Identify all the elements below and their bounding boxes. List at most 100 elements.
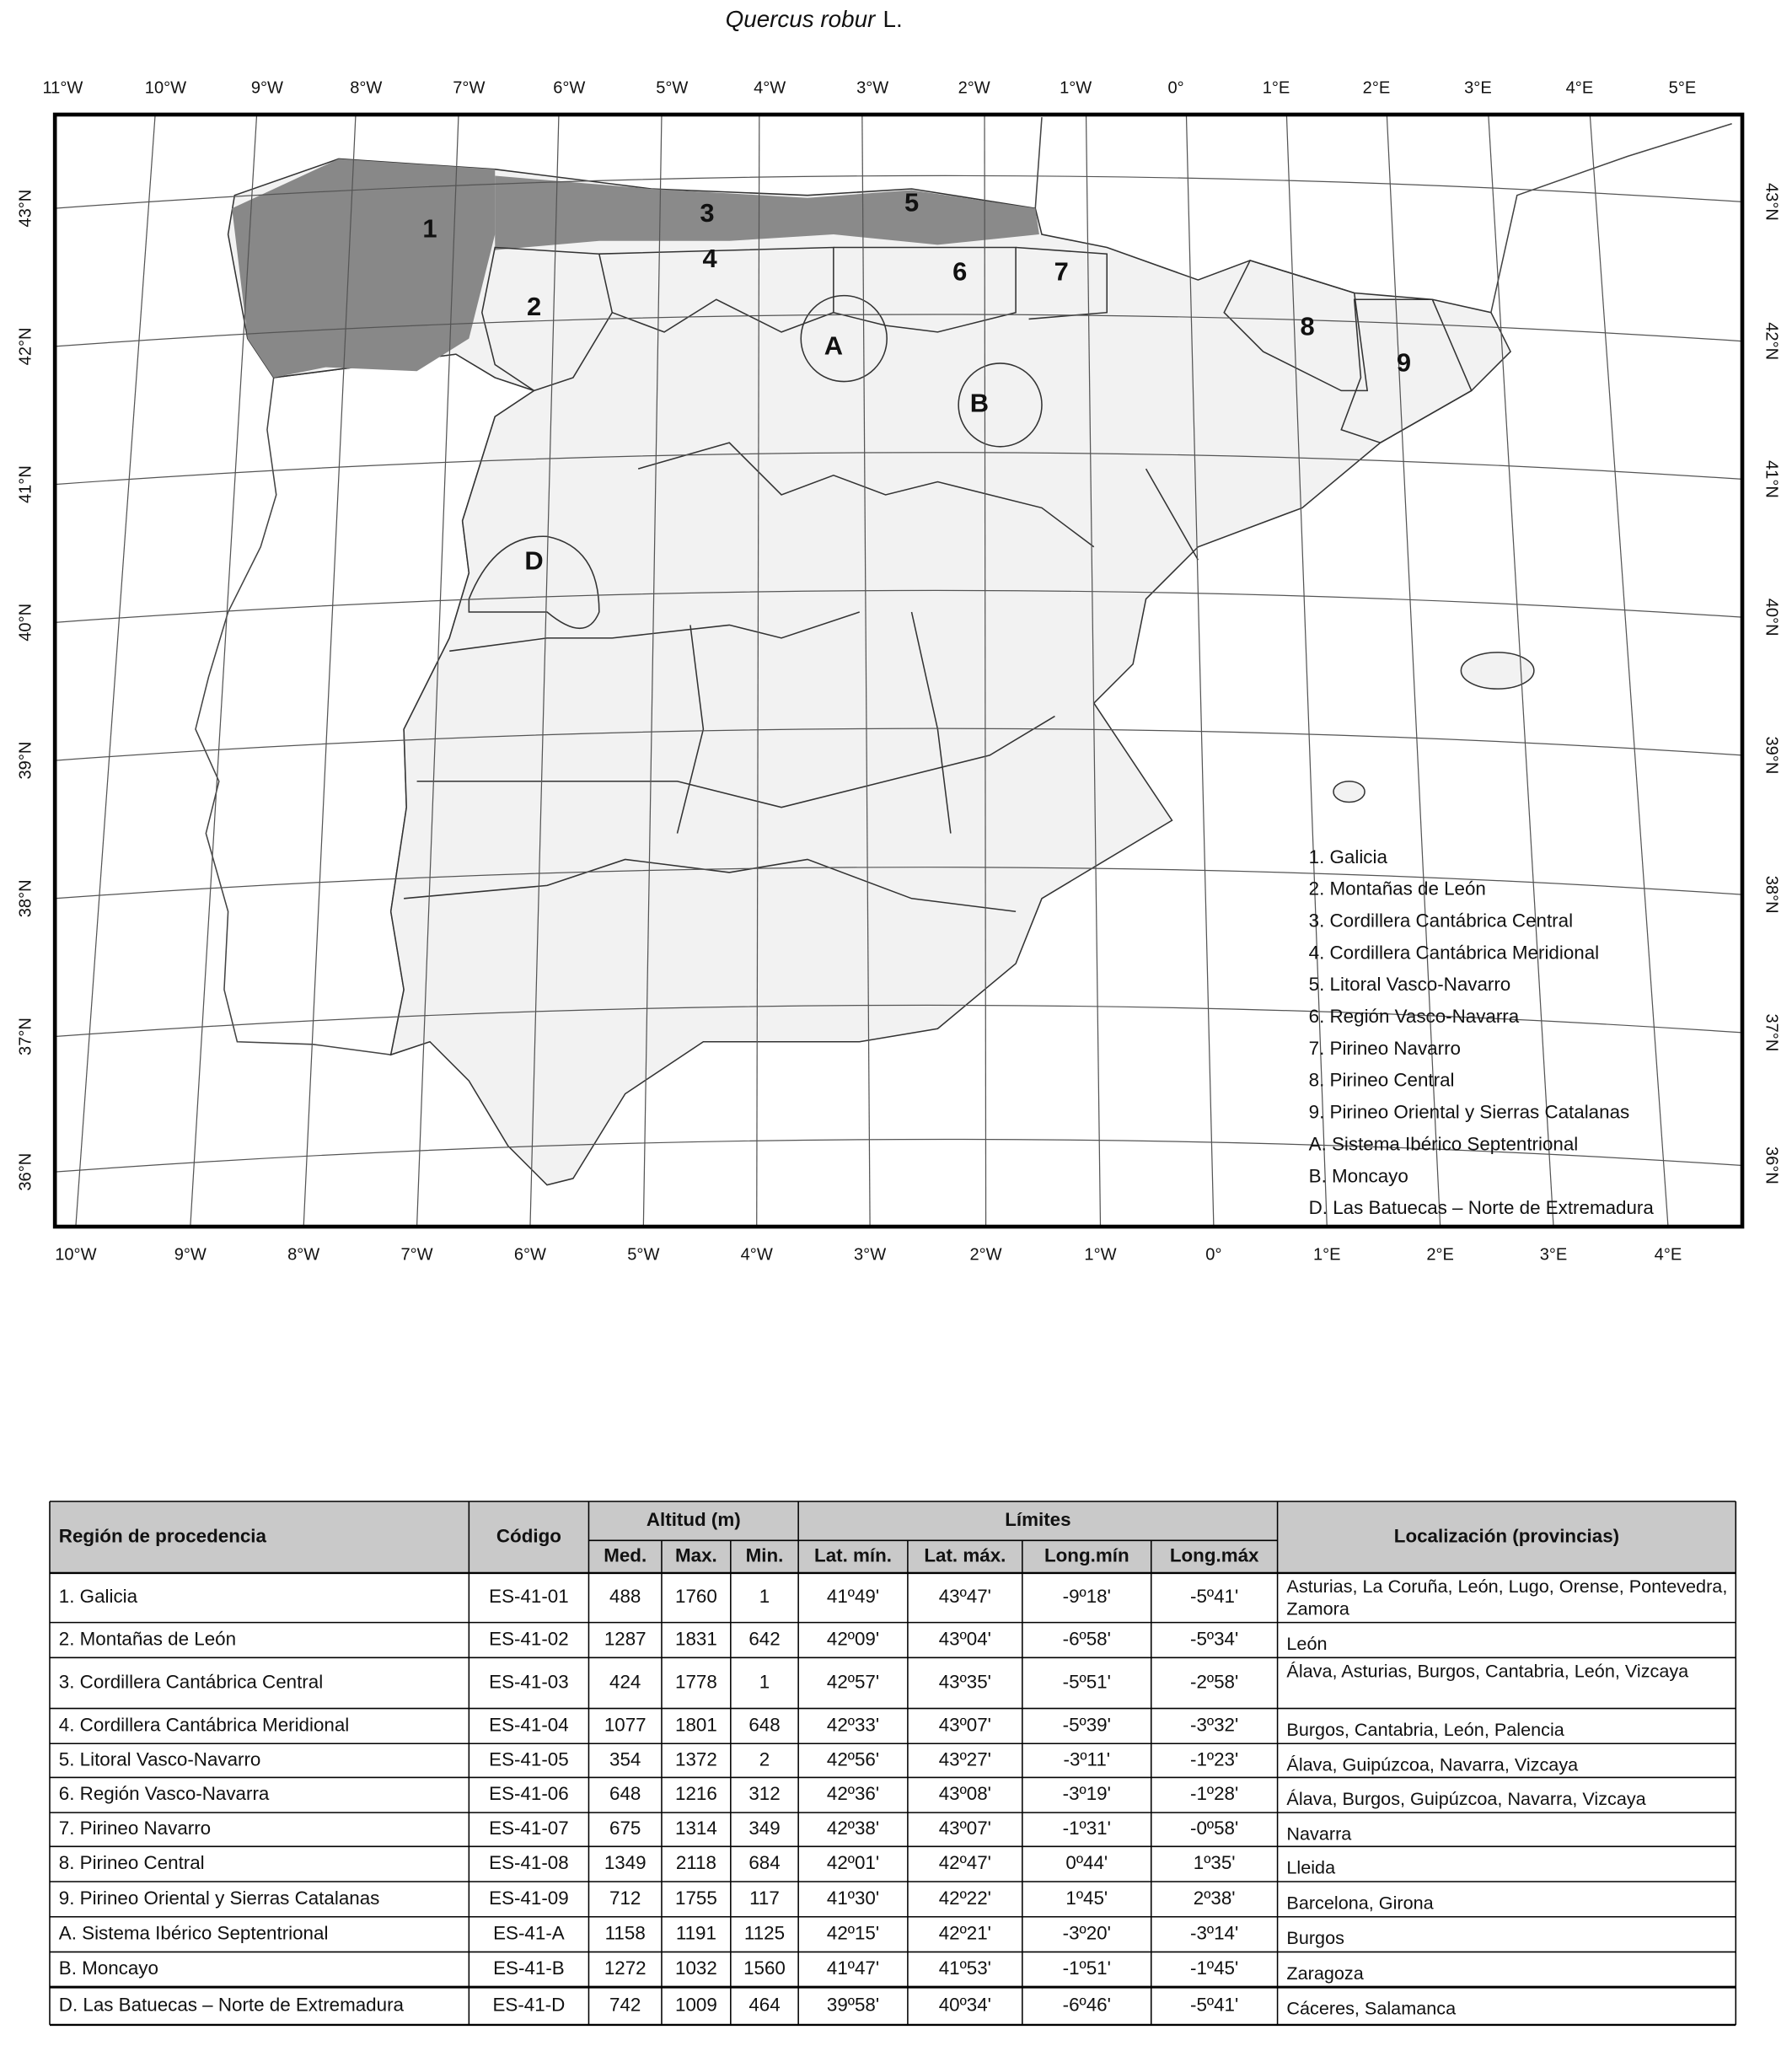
- table-cell: 648: [609, 1783, 641, 1804]
- table-cell: 1349: [604, 1852, 647, 1873]
- parallel: [55, 314, 1743, 347]
- legend-entry: 6. Región Vasco-Navarra: [1309, 1006, 1520, 1027]
- table-cell: -6º46': [1063, 1994, 1111, 2015]
- table-cell: 42º09': [827, 1628, 879, 1649]
- table-cell: 1191: [676, 1922, 716, 1943]
- table-cell: 43º07': [939, 1714, 991, 1735]
- location-text: Barcelona, Girona: [1286, 1892, 1434, 1914]
- table-cell: 6. Región Vasco-Navarra: [59, 1783, 270, 1804]
- table-cell: 1831: [675, 1628, 717, 1649]
- table-cell: 1º45': [1065, 1888, 1108, 1909]
- longitude-label: 0°: [1205, 1245, 1221, 1264]
- table-cell: 1º35': [1194, 1852, 1236, 1873]
- location-cell: Navarra: [1286, 1823, 1352, 1845]
- meridian: [1185, 114, 1215, 1227]
- table-cell: -6º58': [1063, 1628, 1111, 1649]
- table-cell: ES-41-08: [489, 1852, 569, 1873]
- location-text: Zaragoza: [1286, 1962, 1364, 1984]
- table-cell: ES-41-02: [489, 1628, 569, 1649]
- longitude-label: 5°W: [627, 1245, 659, 1264]
- table-cell: 3. Cordillera Cantábrica Central: [59, 1671, 323, 1692]
- table-header: Límites: [1005, 1509, 1070, 1530]
- table-cell: -1º31': [1063, 1818, 1111, 1839]
- longitude-label: 1°E: [1313, 1245, 1341, 1264]
- location-text: Navarra: [1286, 1823, 1352, 1845]
- presence-area: [495, 175, 1039, 250]
- meridian: [756, 114, 760, 1227]
- table-cell: 39º58': [827, 1994, 879, 2015]
- region-label: A: [824, 331, 843, 361]
- location-text: Burgos: [1286, 1927, 1344, 1948]
- parallel: [55, 452, 1743, 486]
- table-cell: 1032: [675, 1957, 717, 1979]
- table-cell: -1º28': [1190, 1783, 1238, 1804]
- longitude-label: 1°W: [1084, 1245, 1116, 1264]
- table-cell: D. Las Batuecas – Norte de Extremadura: [59, 1994, 405, 2015]
- meridian: [416, 114, 459, 1227]
- table-cell: 1372: [675, 1748, 717, 1769]
- table-cell: 43º07': [939, 1818, 991, 1839]
- longitude-label: 2°W: [958, 78, 990, 97]
- table-cell: 43º08': [939, 1783, 991, 1804]
- location-cell: Cáceres, Salamanca: [1286, 1997, 1456, 2018]
- location-cell: Burgos: [1286, 1927, 1344, 1948]
- longitude-label: 4°E: [1655, 1245, 1682, 1264]
- region-label: B: [970, 389, 989, 418]
- table-cell: 9. Pirineo Oriental y Sierras Catalanas: [59, 1888, 380, 1909]
- table-cell: ES-41-01: [489, 1586, 569, 1607]
- region-label: 2: [527, 292, 541, 321]
- table-cell: -2º58': [1190, 1671, 1238, 1692]
- island: [1333, 781, 1365, 803]
- table-cell: 642: [748, 1628, 780, 1649]
- latitude-label: 36°N: [1762, 1147, 1781, 1184]
- legend-entry: 3. Cordillera Cantábrica Central: [1309, 910, 1573, 932]
- table-cell: 684: [748, 1852, 780, 1873]
- longitude-label: 5°E: [1669, 78, 1697, 97]
- table-cell: 2º38': [1194, 1888, 1236, 1909]
- table-cell: ES-41-B: [493, 1957, 565, 1979]
- table-cell: -1º23': [1190, 1748, 1238, 1769]
- table-cell: 0º44': [1065, 1852, 1108, 1873]
- longitude-label: 4°W: [754, 78, 786, 97]
- longitude-label: 3°E: [1540, 1245, 1568, 1264]
- table-cell: -5º51': [1063, 1671, 1111, 1692]
- table-cell: 1077: [604, 1714, 647, 1735]
- map: [55, 114, 1743, 1227]
- table-cell: 712: [609, 1888, 641, 1909]
- table-cell: 1760: [675, 1586, 717, 1607]
- spain: [227, 158, 1512, 1186]
- longitude-label: 2°E: [1363, 78, 1391, 97]
- legend-entry: 8. Pirineo Central: [1309, 1070, 1455, 1091]
- table-cell: 1: [759, 1586, 770, 1607]
- table-cell: 1125: [744, 1922, 785, 1943]
- table-header: Long.mín: [1044, 1545, 1129, 1566]
- table-cell: 40º34': [939, 1994, 991, 2015]
- region-label: 1: [422, 214, 437, 244]
- table-cell: 41º47': [827, 1957, 879, 1979]
- legend-entry: 7. Pirineo Navarro: [1309, 1038, 1461, 1059]
- region-boundaries: [404, 246, 1473, 913]
- longitude-label: 3°W: [854, 1245, 886, 1264]
- table-cell: 1216: [675, 1783, 717, 1804]
- parallel: [55, 1138, 1743, 1173]
- table-cell: -1º45': [1190, 1957, 1238, 1979]
- table-cell: ES-41-09: [489, 1888, 569, 1909]
- table-cell: 43º27': [939, 1748, 991, 1769]
- location-cell: Barcelona, Girona: [1286, 1892, 1434, 1914]
- longitude-label: 7°W: [453, 78, 485, 97]
- longitude-label: 10°W: [55, 1245, 96, 1264]
- location-cell: Burgos, Cantabria, León, Palencia: [1286, 1719, 1564, 1740]
- table-cell: 42º33': [827, 1714, 879, 1735]
- table-cell: A. Sistema Ibérico Septentrional: [59, 1922, 329, 1943]
- table-cell: 4. Cordillera Cantábrica Meridional: [59, 1714, 350, 1735]
- title-author: L.: [883, 6, 903, 32]
- table-cell: 1560: [743, 1957, 786, 1979]
- legend-entry: 5. Litoral Vasco-Navarro: [1309, 974, 1511, 995]
- table-cell: ES-41-A: [493, 1922, 565, 1943]
- island: [1460, 652, 1535, 690]
- longitude-label: 1°W: [1060, 78, 1092, 97]
- region-label: 9: [1397, 348, 1411, 378]
- table-cell: -5º41': [1190, 1586, 1238, 1607]
- legend-entry: 9. Pirineo Oriental y Sierras Catalanas: [1309, 1102, 1630, 1123]
- table-cell: 675: [609, 1818, 641, 1839]
